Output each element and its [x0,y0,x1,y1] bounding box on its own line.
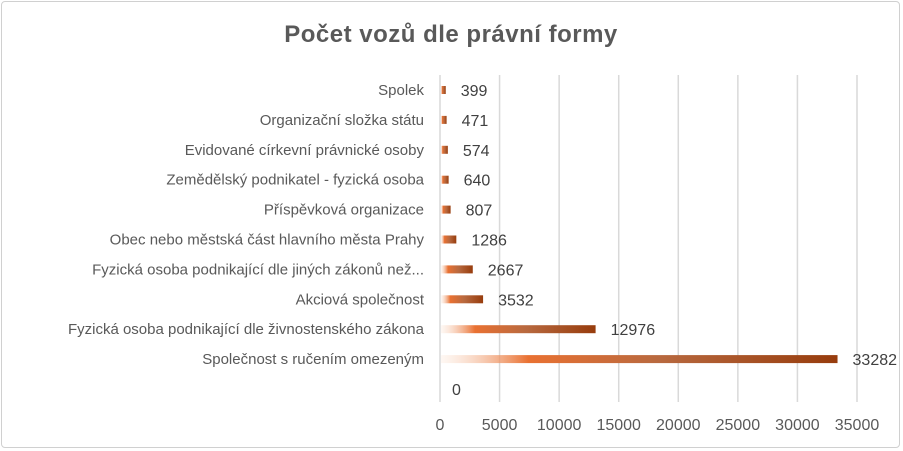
bar [441,295,484,304]
bar [441,355,838,364]
x-tick-label: 35000 [835,417,880,434]
data-label: 471 [462,113,489,130]
data-label: 0 [452,382,461,399]
category-label: Fyzická osoba podnikající dle jiných zák… [92,261,424,278]
data-label: 640 [464,173,491,190]
bar [441,175,449,184]
x-tick-label: 25000 [716,417,761,434]
category-label: Příspěvková organizace [264,202,424,219]
bar [441,235,457,244]
data-label: 574 [463,143,490,160]
category-label: Evidované církevní právnické osoby [185,142,425,159]
bar [441,145,448,154]
x-tick-label: 30000 [775,417,820,434]
bar [441,265,473,274]
data-label: 1286 [471,233,507,250]
category-label: Organizační složka státu [260,112,424,129]
category-label: Zemědělský podnikatel - fyzická osoba [166,172,424,189]
x-tick-label: 20000 [656,417,701,434]
bar [441,205,451,214]
data-label: 3532 [498,292,534,309]
bar [441,86,446,94]
chart-title: Počet vozů dle právní formy [284,21,618,48]
x-tick-label: 10000 [537,417,582,434]
data-label: 12976 [611,322,656,339]
data-label: 399 [461,83,488,100]
data-label: 807 [466,203,493,220]
x-tick-label: 15000 [596,417,641,434]
data-label: 33282 [853,352,898,369]
bar [441,115,447,124]
category-label: Fyzická osoba podnikající dle živnostens… [68,321,425,338]
category-label: Společnost s ručením omezeným [202,351,424,368]
bar [441,325,596,334]
category-label: Akciová společnost [296,291,425,308]
x-tick-label: 0 [436,417,445,434]
category-label: Spolek [378,82,424,99]
x-tick-label: 5000 [482,417,518,434]
category-label: Obec nebo městská část hlavního města Pr… [110,232,425,249]
data-label: 2667 [488,262,524,279]
